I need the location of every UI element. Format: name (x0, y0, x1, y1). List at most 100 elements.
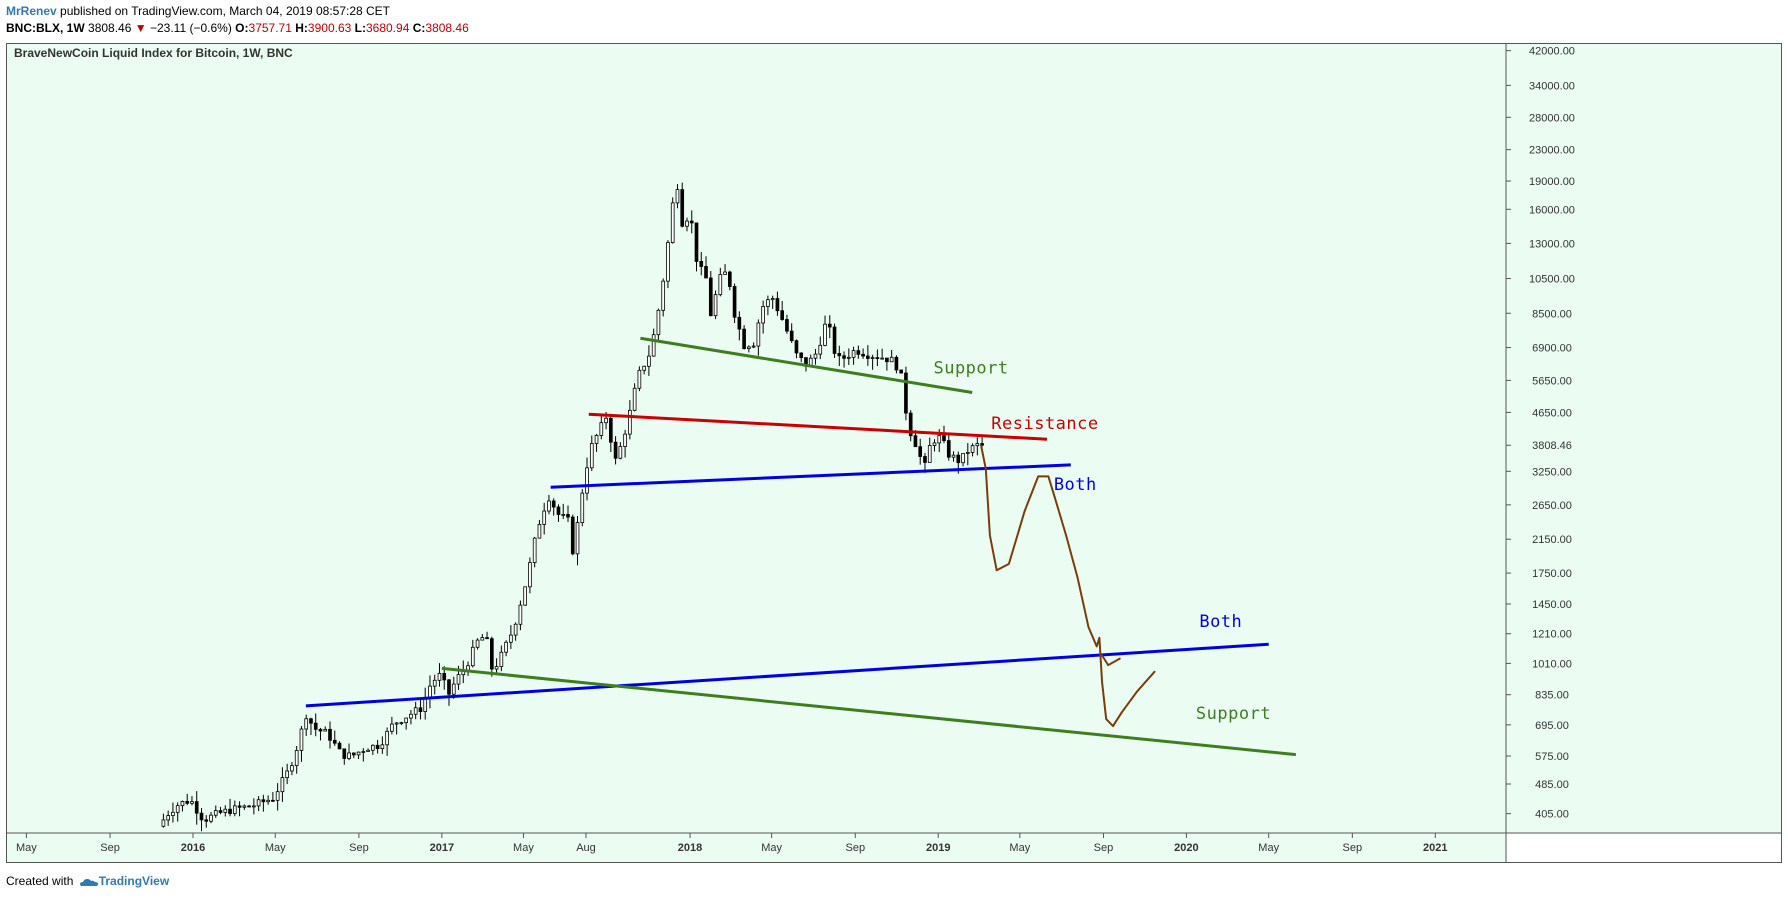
candle-body (980, 443, 984, 446)
candle-body (537, 523, 542, 539)
trendline-label-resistance-1: Resistance (991, 414, 1098, 434)
price-tick-label: 1450.00 (1532, 599, 1572, 611)
tradingview-cloud-icon (79, 878, 98, 886)
open-label: O: (235, 21, 249, 35)
author-link[interactable]: MrRenev (6, 4, 57, 18)
candle-body (199, 812, 204, 821)
candle-body (942, 435, 946, 441)
candle-body (456, 674, 461, 685)
candle-body (885, 357, 889, 363)
candle-body (337, 742, 342, 750)
candle-body (628, 409, 632, 435)
candle-body (328, 728, 332, 741)
candle-body (351, 752, 356, 756)
plot-area[interactable] (6, 43, 1506, 833)
time-tick-label: Sep (100, 842, 120, 854)
candle-body (813, 353, 818, 359)
candle-body (837, 353, 842, 357)
time-tick-label: 2020 (1174, 842, 1198, 854)
trendline-resistance-1 (588, 412, 1048, 441)
tradingview-brand-link[interactable]: TradingView (98, 874, 170, 888)
candle-body (185, 800, 190, 804)
candle-body (266, 799, 270, 803)
candle-body (509, 634, 513, 643)
time-tick-label: May (513, 842, 534, 854)
candle-body (451, 683, 456, 695)
time-tick-label: 2017 (430, 842, 454, 854)
candle-body (523, 586, 527, 606)
candle-body (404, 717, 408, 723)
candle-body (594, 434, 599, 444)
time-tick-label: Sep (1094, 842, 1114, 854)
candle-body (580, 492, 585, 524)
price-tick-label: 34000.00 (1529, 80, 1575, 92)
candle-body (171, 811, 175, 816)
candle-body (599, 422, 604, 436)
trendline-label-both-2: Both (1054, 475, 1097, 495)
candle-body (723, 271, 727, 275)
candle-body (313, 722, 318, 730)
candle-body (204, 819, 209, 822)
candle-body (242, 805, 247, 808)
candle-body (789, 330, 794, 342)
candle-body (385, 730, 389, 746)
candle-body (309, 718, 313, 724)
candle-body (661, 280, 666, 311)
candle-body (756, 322, 761, 347)
candle-body (894, 356, 899, 371)
candle-body (832, 326, 837, 354)
candle-body (542, 510, 547, 525)
candle-body (561, 514, 566, 516)
price-tick-label: 3250.00 (1532, 466, 1572, 478)
candle-body (889, 356, 894, 363)
candle-body (956, 454, 961, 464)
time-tick-label: Sep (845, 842, 865, 854)
candle-body (870, 357, 875, 359)
candle-body (228, 808, 232, 814)
price-tick-label: 8500.00 (1532, 308, 1572, 320)
price-tick-label: 6900.00 (1532, 343, 1572, 355)
candle-body (923, 456, 927, 463)
candle-body (480, 637, 485, 641)
time-tick-label: May (1258, 842, 1279, 854)
candle-body (818, 344, 823, 355)
close-label: C: (412, 21, 426, 35)
price-tick-label: 1750.00 (1532, 568, 1572, 580)
candle-body (613, 441, 618, 459)
candle-body (770, 298, 775, 301)
time-axis-area[interactable] (6, 833, 1506, 863)
candle-body (166, 815, 170, 821)
candle-body (704, 266, 708, 279)
candle-body (194, 801, 199, 814)
high-value: 3900.63 (307, 21, 352, 35)
candle-body (737, 316, 742, 330)
price-chart[interactable]: BraveNewCoin Liquid Index for Bitcoin, 1… (6, 43, 1782, 863)
candle-body (647, 355, 651, 367)
candle-body (332, 739, 337, 744)
candle-body (232, 805, 237, 814)
candle-body (437, 672, 442, 681)
down-triangle-icon: ▼ (134, 21, 147, 35)
candle-body (532, 537, 537, 564)
candle-body (418, 707, 423, 712)
high-label: H: (295, 21, 308, 35)
time-tick-label: 2021 (1423, 842, 1447, 854)
price-axis-area[interactable] (1506, 43, 1782, 833)
candle-body (432, 679, 437, 687)
candle-body (713, 294, 718, 317)
time-tick-label: 2016 (181, 842, 205, 854)
candle-body (913, 435, 918, 448)
candle-body (927, 445, 932, 463)
candle-body (252, 805, 256, 808)
candle-body (585, 467, 589, 494)
candle-body (399, 722, 404, 724)
price-tick-label: 485.00 (1535, 779, 1569, 791)
chart-title: BraveNewCoin Liquid Index for Bitcoin, 1… (14, 46, 293, 60)
candle-body (275, 791, 280, 801)
candle-body (846, 356, 851, 359)
candles (161, 182, 984, 832)
candle-body (475, 639, 480, 648)
candle-body (413, 707, 418, 715)
candle-body (551, 500, 556, 508)
candle-body (290, 765, 294, 772)
